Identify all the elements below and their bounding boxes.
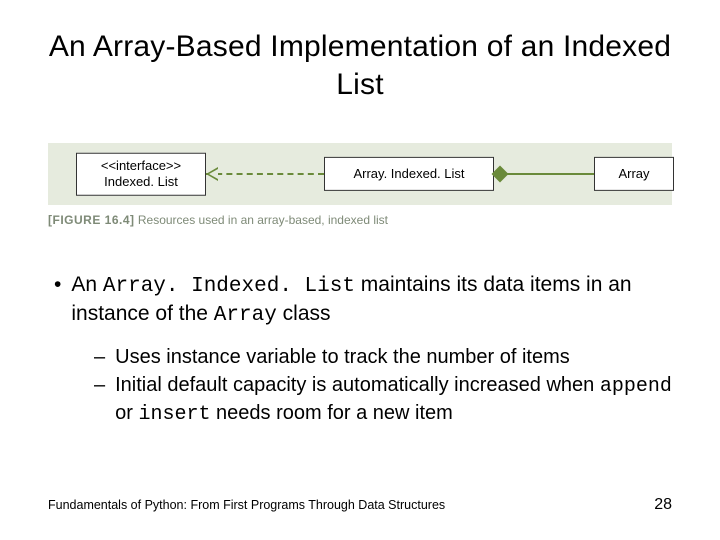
slide: An Array-Based Implementation of an Inde… [0,0,720,540]
bullet-dot-icon: • [54,271,61,330]
node-arrayindexedlist: Array. Indexed. List [324,157,494,191]
node-array: Array [594,157,674,191]
figure: <<interface>> Indexed. List Array. Index… [48,143,672,227]
text: An [71,273,103,296]
uml-diagram: <<interface>> Indexed. List Array. Index… [48,143,672,205]
slide-title: An Array-Based Implementation of an Inde… [48,28,672,103]
sub-bullet: – Initial default capacity is automatica… [94,372,672,428]
bullet-text: An Array. Indexed. List maintains its da… [71,271,672,330]
code: insert [138,403,210,426]
node-stereotype: <<interface>> [85,158,197,174]
code: append [600,375,672,398]
figure-number: [FIGURE 16.4] [48,213,135,227]
bullet-main: • An Array. Indexed. List maintains its … [54,271,672,330]
edge-realization [206,173,324,175]
code: Array [214,304,277,327]
figure-text: Resources used in an array-based, indexe… [138,213,388,227]
code: Array. Indexed. List [103,275,355,298]
sub-bullets: – Uses instance variable to track the nu… [94,344,672,428]
sub-bullet: – Uses instance variable to track the nu… [94,344,672,370]
text: Initial default capacity is automaticall… [115,374,600,396]
dash-icon: – [94,344,105,370]
dash-icon: – [94,372,105,428]
footer: Fundamentals of Python: From First Progr… [48,496,672,514]
node-label: Array [618,166,649,181]
sub-bullet-text: Uses instance variable to track the numb… [115,344,570,370]
node-label: Indexed. List [85,174,197,190]
page-number: 28 [654,496,672,514]
edge-composition [494,173,594,175]
text: needs room for a new item [210,402,452,424]
text: or [115,402,138,424]
text: class [277,302,331,325]
figure-caption: [FIGURE 16.4] Resources used in an array… [48,213,672,227]
arrowhead-open-icon [206,167,218,181]
node-label: Array. Indexed. List [353,166,464,181]
node-interface: <<interface>> Indexed. List [76,153,206,196]
bullet-list: • An Array. Indexed. List maintains its … [48,271,672,428]
sub-bullet-text: Initial default capacity is automaticall… [115,372,672,428]
footer-source: Fundamentals of Python: From First Progr… [48,498,445,512]
